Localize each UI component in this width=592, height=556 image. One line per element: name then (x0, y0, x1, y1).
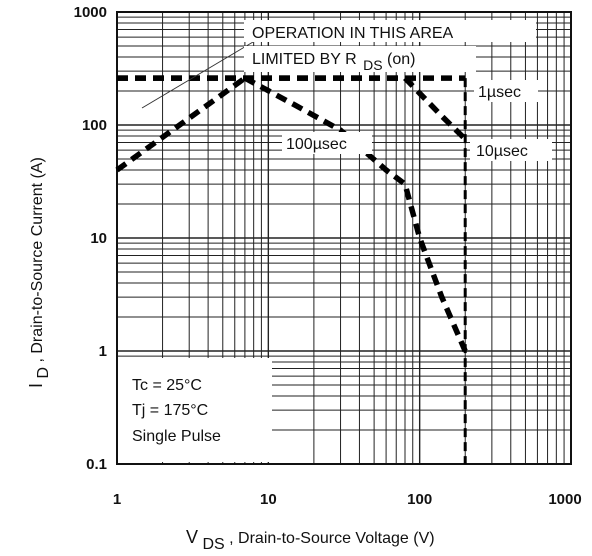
x-axis-label-main: V (186, 527, 198, 547)
y-tick-label: 100 (82, 117, 107, 134)
legend-box (118, 358, 272, 462)
x-tick-label: 10 (260, 491, 277, 508)
series-line-10sec (117, 75, 468, 142)
annotation-leader-line (141, 41, 254, 109)
x-tick-label: 1 (113, 491, 121, 508)
series-label-1us: 1µsec (478, 84, 521, 101)
y-axis-label-rest: , Drain-to-Source Current (A) (29, 157, 46, 362)
legend-line-2: Tj = 175°C (132, 402, 208, 419)
y-tick-label: 1 (99, 343, 107, 360)
plot-frame (116, 11, 572, 465)
legend-line-3: Single Pulse (132, 428, 221, 445)
x-tick-label: 100 (407, 491, 432, 508)
legend-line-1: Tc = 25°C (132, 377, 202, 394)
annotation-operation-sub: DS (363, 57, 382, 73)
y-tick-label: 1000 (74, 4, 107, 21)
y-axis-label: I D , Drain-to-Source Current (A) (26, 157, 52, 388)
label-bg-100us (282, 132, 372, 154)
annotation-operation-r: LIMITED BY R (252, 51, 357, 68)
label-bg-1us (474, 80, 538, 102)
annotation-operation-line2: LIMITED BY R DS (on) (252, 51, 415, 74)
annotation-bg-1 (244, 20, 536, 42)
series (115, 75, 468, 464)
annotation-operation-tail: (on) (387, 51, 415, 68)
y-tick-labels: 0.1 1 10 100 1000 (74, 4, 107, 473)
series-line-100sec (243, 75, 468, 353)
y-axis-label-main: I (26, 383, 46, 388)
x-axis-label-rest: , Drain-to-Source Voltage (V) (229, 530, 434, 547)
label-bg-10us (470, 139, 552, 161)
annotation-operation-line1: OPERATION IN THIS AREA (252, 25, 454, 42)
x-axis-label: V DS , Drain-to-Source Voltage (V) (186, 527, 435, 553)
x-axis-label-sub: DS (202, 536, 224, 553)
grid (117, 12, 571, 464)
annotation-bg-2 (244, 46, 476, 72)
y-tick-label: 10 (90, 230, 107, 247)
series-label-10us: 10µsec (476, 143, 528, 160)
series-line-boundary-3 (115, 75, 247, 173)
y-axis-label-sub: D (35, 367, 52, 379)
y-tick-label: 0.1 (86, 456, 107, 473)
x-tick-labels: 1 10 100 1000 (113, 491, 582, 508)
x-tick-label: 1000 (548, 491, 581, 508)
series-label-100us: 100µsec (286, 136, 347, 153)
